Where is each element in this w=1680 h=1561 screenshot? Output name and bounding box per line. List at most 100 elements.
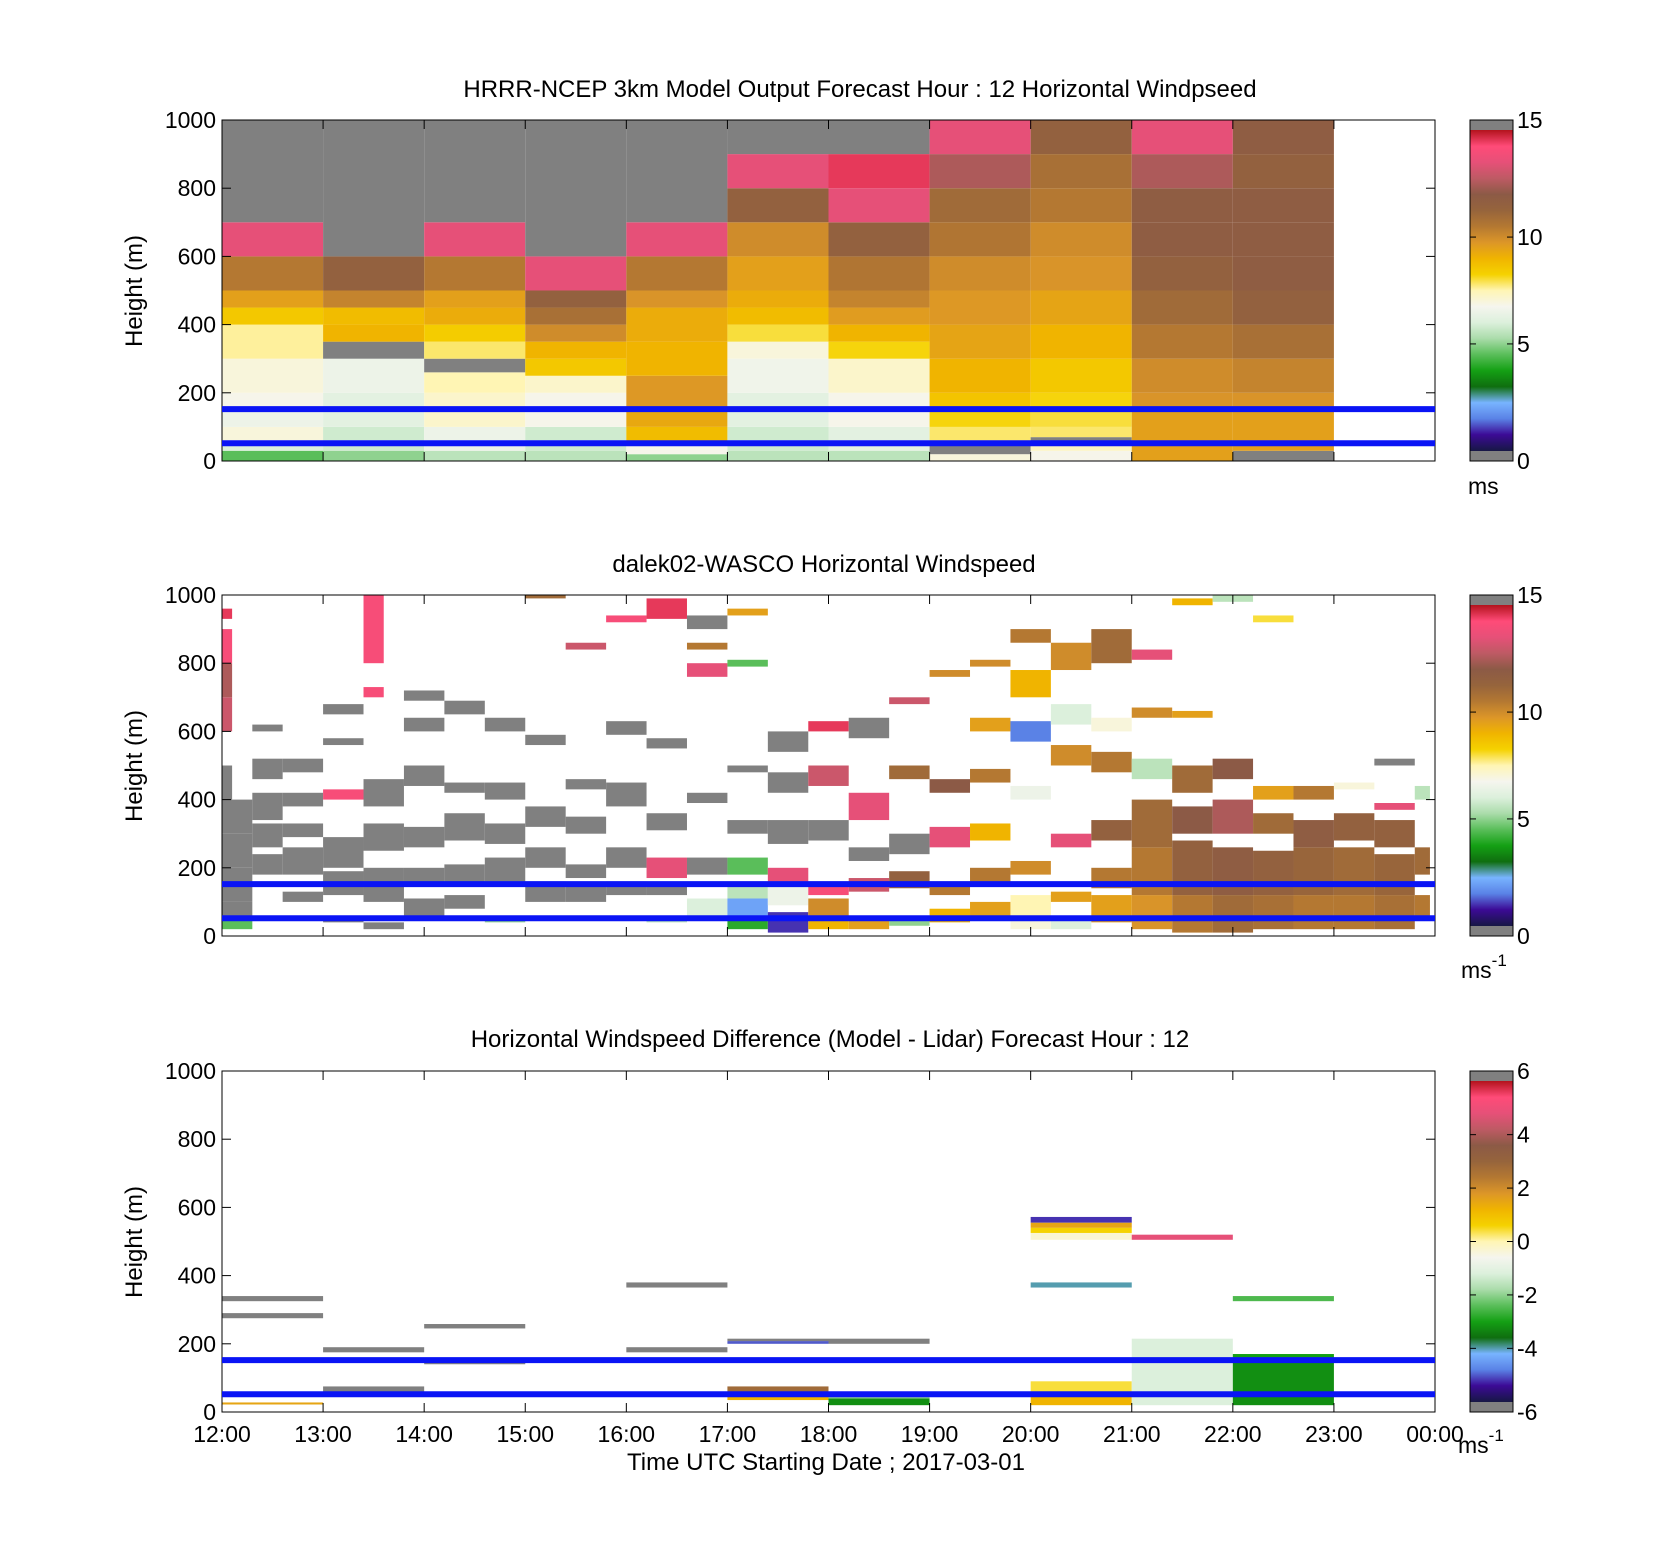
heatmap-cell <box>1010 895 1051 916</box>
heatmap-cell <box>828 426 930 451</box>
heatmap-cell <box>363 823 404 851</box>
panel-lidar-unit-exponent: -1 <box>1492 951 1507 970</box>
heatmap-cell <box>727 1386 829 1392</box>
heatmap-cell <box>686 615 728 630</box>
heatmap-cell <box>525 120 627 257</box>
heatmap-cell <box>767 884 809 906</box>
colorbar-tick-label: 10 <box>1517 699 1543 725</box>
heatmap-cell <box>252 758 283 780</box>
heatmap-cell <box>727 450 829 461</box>
heatmap-cell <box>565 884 607 902</box>
heatmap-cell <box>1050 891 1092 902</box>
y-tick-label: 800 <box>178 175 216 201</box>
heatmap-cell <box>929 324 1031 359</box>
heatmap-cell <box>1172 806 1213 834</box>
x-tick-label: 17:00 <box>699 1421 757 1447</box>
heatmap-cell <box>222 358 324 393</box>
heatmap-cell <box>222 222 324 257</box>
x-tick-label: 16:00 <box>598 1421 656 1447</box>
heatmap-cell <box>525 341 627 359</box>
heatmap-cell <box>808 898 849 916</box>
heatmap-cell <box>646 884 687 896</box>
heatmap-cell <box>727 256 829 291</box>
x-tick-label: 20:00 <box>1002 1421 1060 1447</box>
panel-difference-title: Horizontal Windspeed Difference (Model -… <box>471 1026 1190 1053</box>
heatmap-cell <box>1232 1357 1334 1406</box>
heatmap-cell <box>484 782 526 800</box>
heatmap-cell <box>727 324 829 342</box>
x-tick-label: 00:00 <box>1406 1421 1464 1447</box>
heatmap-cell <box>1030 290 1132 325</box>
x-tick-label: 23:00 <box>1305 1421 1363 1447</box>
y-tick-label: 200 <box>178 855 216 881</box>
heatmap-cell <box>686 663 728 677</box>
heatmap-cell <box>403 826 445 848</box>
heatmap-cell <box>626 454 728 461</box>
heatmap-cell <box>222 256 324 291</box>
heatmap-cell <box>282 758 324 773</box>
heatmap-cell <box>929 290 1031 325</box>
panel-difference-colorbar <box>1469 1070 1514 1413</box>
heatmap-cell <box>646 857 687 879</box>
x-tick-label: 12:00 <box>193 1421 251 1447</box>
heatmap-cell <box>1232 324 1334 359</box>
heatmap-cell <box>252 724 283 732</box>
heatmap-cell <box>323 324 425 342</box>
heatmap-cell <box>606 721 647 735</box>
colorbar-tick-label: 5 <box>1517 806 1530 832</box>
heatmap-cell <box>252 823 283 848</box>
heatmap-cell <box>626 1282 728 1288</box>
heatmap-cell <box>626 1347 728 1353</box>
heatmap-cell <box>970 717 1011 732</box>
y-tick-label: 0 <box>203 448 216 474</box>
heatmap-cell <box>929 426 1031 444</box>
panel-model-reference-lines <box>222 406 1435 447</box>
panel-lidar-xticks <box>221 595 1436 936</box>
heatmap-cell <box>1333 895 1375 930</box>
panel-difference-unit-exponent: -1 <box>1489 1426 1504 1445</box>
heatmap-cell <box>889 833 930 855</box>
heatmap-cell <box>848 717 890 739</box>
heatmap-cell <box>727 188 829 223</box>
x-axis-label: Time UTC Starting Date ; 2017-03-01 <box>627 1449 1025 1476</box>
panel-model-ylabel: Height (m) <box>121 235 148 347</box>
heatmap-cell <box>606 782 647 807</box>
heatmap-cell <box>1030 188 1132 223</box>
heatmap-cell <box>1172 598 1213 606</box>
heatmap-cell <box>1333 813 1375 841</box>
heatmap-cell <box>1374 803 1415 810</box>
heatmap-cell <box>1131 847 1173 896</box>
heatmap-cell <box>1131 154 1233 189</box>
heatmap-cell <box>686 642 728 650</box>
panel-model: HRRR-NCEP 3km Model Output Forecast Hour… <box>121 76 1543 499</box>
heatmap-cell <box>606 615 647 623</box>
heatmap-cell <box>1374 820 1415 848</box>
heatmap-cell <box>929 358 1031 393</box>
colorbar-tick-label: 0 <box>1517 923 1530 949</box>
heatmap-cell <box>525 409 627 427</box>
colorbar-tick-label: 15 <box>1517 107 1543 133</box>
panel-lidar-ylabel: Height (m) <box>121 710 148 822</box>
heatmap-cell <box>403 717 445 732</box>
heatmap-cell <box>626 222 728 257</box>
heatmap-cell <box>1050 745 1092 766</box>
heatmap-cell <box>828 222 930 257</box>
heatmap-cell <box>929 120 1031 155</box>
heatmap-cell <box>1293 895 1334 930</box>
heatmap-cell <box>767 867 809 882</box>
y-tick-label: 400 <box>178 1263 216 1289</box>
heatmap-cell <box>1030 1381 1132 1392</box>
heatmap-cell <box>606 847 647 868</box>
heatmap-cell <box>727 857 768 875</box>
panel-model-title: HRRR-NCEP 3km Model Output Forecast Hour… <box>463 76 1256 103</box>
heatmap-cell <box>424 290 526 308</box>
heatmap-cell <box>929 670 971 677</box>
heatmap-cell <box>646 598 687 619</box>
heatmap-cell <box>626 375 728 410</box>
heatmap-cell <box>484 823 526 844</box>
heatmap-cell <box>484 717 526 732</box>
heatmap-cell <box>1030 154 1132 189</box>
y-tick-label: 200 <box>178 380 216 406</box>
heatmap-cell <box>1232 222 1334 257</box>
